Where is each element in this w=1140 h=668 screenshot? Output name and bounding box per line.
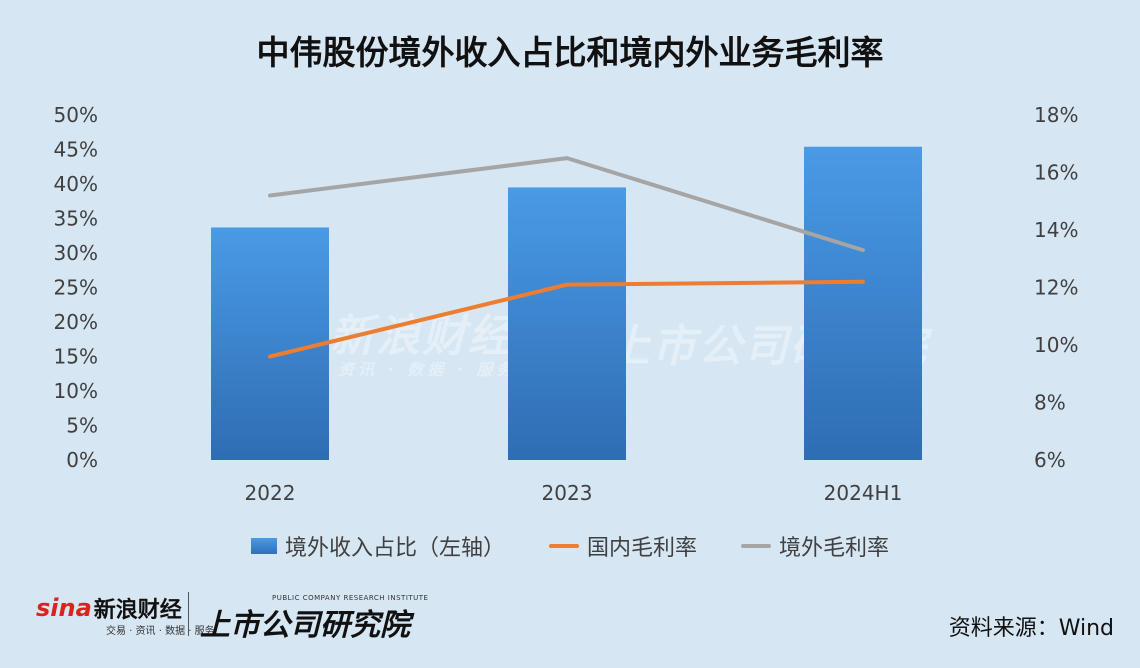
- sina-logo-name: 新浪财经: [93, 598, 182, 623]
- institute-logo: 上市公司研究院: [200, 608, 410, 643]
- institute-english-name: PUBLIC COMPANY RESEARCH INSTITUTE: [272, 594, 429, 602]
- right-axis-tick-label: 14%: [1034, 218, 1078, 242]
- left-axis-tick-label: 50%: [54, 103, 98, 127]
- left-axis-tick-label: 0%: [66, 448, 98, 472]
- right-axis-tick-label: 16%: [1034, 161, 1078, 185]
- legend-item-overseas-margin: 境外毛利率: [741, 530, 889, 562]
- sina-logo-mark: sina: [36, 594, 92, 622]
- left-axis-tick-label: 10%: [54, 379, 98, 403]
- sina-logo-subtitle: 交易 · 资讯 · 数据 · 服务: [106, 626, 215, 637]
- left-axis-tick-label: 45%: [54, 138, 98, 162]
- x-axis-category-label: 2022: [245, 481, 296, 505]
- chart-title: 中伟股份境外收入占比和境内外业务毛利率: [256, 33, 884, 72]
- legend-item-domestic-margin: 国内毛利率: [548, 530, 697, 562]
- legend-swatch-line: [741, 544, 771, 548]
- left-axis-tick-label: 5%: [66, 414, 98, 438]
- legend-swatch-bar: [250, 538, 277, 554]
- legend-swatch-line: [548, 544, 579, 548]
- right-axis-tick-label: 18%: [1034, 103, 1078, 127]
- right-axis-tick-label: 6%: [1034, 448, 1066, 472]
- sina-finance-logo: sina 新浪财经 交易 · 资讯 · 数据 · 服务: [36, 592, 215, 637]
- watermark-subtext: 资讯 · 数据 · 服务: [338, 360, 517, 379]
- right-axis-tick-label: 12%: [1034, 276, 1078, 300]
- footer-divider: [188, 592, 189, 636]
- bar-overseas-revenue-share: [804, 146, 922, 461]
- right-axis-tick-label: 8%: [1034, 391, 1066, 415]
- left-axis-tick-label: 20%: [54, 310, 98, 334]
- left-axis-tick-label: 40%: [54, 172, 98, 196]
- left-axis-tick-label: 30%: [54, 241, 98, 265]
- legend-label: 国内毛利率: [586, 536, 697, 561]
- bar-overseas-revenue-share: [508, 187, 626, 460]
- data-source: 资料来源：Wind: [948, 616, 1114, 641]
- left-axis-tick-label: 15%: [54, 345, 98, 369]
- x-axis-category-label: 2024H1: [824, 481, 903, 505]
- right-axis-tick-label: 10%: [1034, 333, 1078, 357]
- bar-overseas-revenue-share: [211, 227, 329, 460]
- legend-label: 境外毛利率: [779, 536, 890, 561]
- left-axis-tick-label: 25%: [54, 276, 98, 300]
- legend-label: 境外收入占比（左轴）: [284, 536, 505, 561]
- chart-legend: 境外收入占比（左轴） 国内毛利率 境外毛利率: [0, 530, 1140, 562]
- left-axis-tick-label: 35%: [54, 207, 98, 231]
- legend-item-overseas-share: 境外收入占比（左轴）: [250, 530, 505, 562]
- x-axis-category-label: 2023: [542, 481, 593, 505]
